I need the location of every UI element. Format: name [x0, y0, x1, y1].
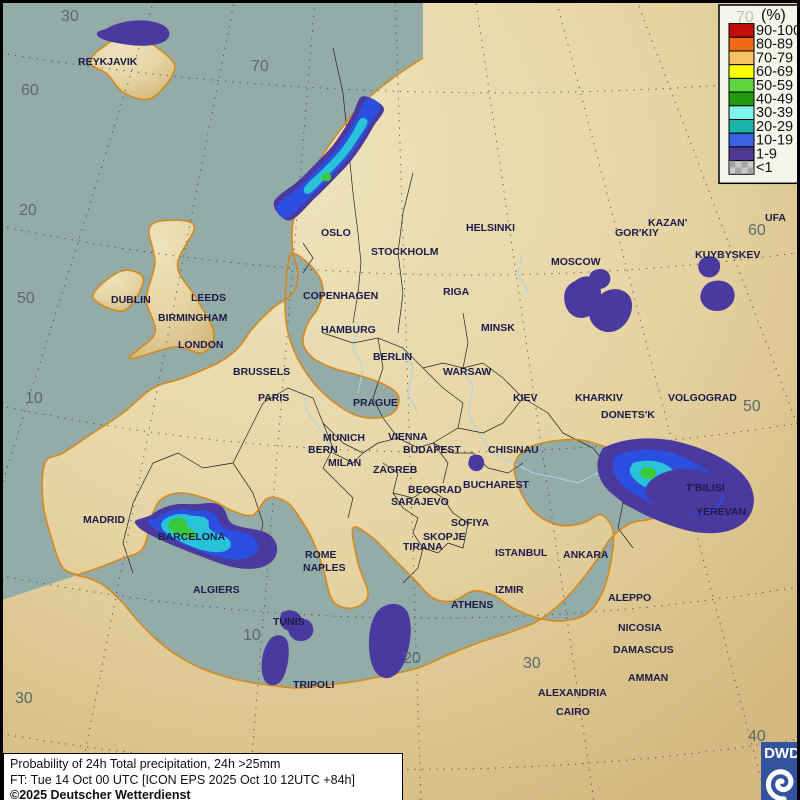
svg-text:PRAGUE: PRAGUE [353, 397, 398, 409]
svg-text:DUBLIN: DUBLIN [111, 294, 151, 306]
svg-text:20: 20 [403, 650, 421, 667]
svg-text:AMMAN: AMMAN [628, 672, 668, 684]
svg-text:60: 60 [748, 222, 766, 239]
svg-text:KHARKIV: KHARKIV [575, 392, 623, 404]
svg-text:T'BILISI: T'BILISI [686, 482, 725, 494]
svg-text:LONDON: LONDON [178, 339, 224, 351]
svg-text:(%): (%) [761, 7, 786, 24]
svg-text:KAZAN': KAZAN' [648, 217, 687, 229]
svg-text:MADRID: MADRID [83, 514, 125, 526]
svg-text:10: 10 [25, 390, 43, 407]
svg-text:UFA: UFA [765, 212, 786, 224]
svg-text:MILAN: MILAN [328, 457, 361, 469]
svg-text:TRIPOLI: TRIPOLI [293, 679, 334, 691]
svg-text:CHISINAU: CHISINAU [488, 444, 539, 456]
svg-text:BUCHAREST: BUCHAREST [463, 479, 530, 491]
svg-text:30: 30 [61, 8, 79, 25]
svg-text:WARSAW: WARSAW [443, 366, 492, 378]
svg-text:NAPLES: NAPLES [303, 562, 346, 574]
svg-text:STOCKHOLM: STOCKHOLM [371, 246, 439, 258]
svg-text:MINSK: MINSK [481, 322, 515, 334]
svg-text:BUDAPEST: BUDAPEST [403, 444, 461, 456]
svg-text:30: 30 [523, 655, 541, 672]
svg-text:60: 60 [21, 82, 39, 99]
svg-text:SARAJEVO: SARAJEVO [391, 496, 449, 508]
svg-text:20: 20 [19, 202, 37, 219]
svg-text:BERLIN: BERLIN [373, 351, 412, 363]
svg-text:HELSINKI: HELSINKI [466, 222, 515, 234]
svg-text:BRUSSELS: BRUSSELS [233, 366, 290, 378]
svg-text:<1: <1 [756, 160, 773, 176]
svg-text:TIRANA: TIRANA [403, 541, 443, 553]
svg-text:ATHENS: ATHENS [451, 599, 493, 611]
svg-text:COPENHAGEN: COPENHAGEN [303, 290, 378, 302]
svg-text:ZAGREB: ZAGREB [373, 464, 418, 476]
svg-text:ANKARA: ANKARA [563, 549, 609, 561]
svg-text:50: 50 [17, 290, 35, 307]
svg-text:BIRMINGHAM: BIRMINGHAM [158, 312, 228, 324]
svg-text:ISTANBUL: ISTANBUL [495, 547, 548, 559]
svg-text:IZMIR: IZMIR [495, 584, 524, 596]
svg-text:DAMASCUS: DAMASCUS [613, 644, 674, 656]
svg-text:REYKJAVIK: REYKJAVIK [78, 56, 138, 68]
svg-text:NICOSIA: NICOSIA [618, 622, 662, 634]
svg-text:RIGA: RIGA [443, 286, 470, 298]
svg-text:LEEDS: LEEDS [191, 292, 226, 304]
svg-text:MUNICH: MUNICH [323, 432, 365, 444]
svg-text:CAIRO: CAIRO [556, 706, 590, 718]
svg-text:ALGIERS: ALGIERS [193, 584, 240, 596]
svg-text:KIEV: KIEV [513, 392, 538, 404]
svg-text:DONETS'K: DONETS'K [601, 409, 655, 421]
svg-text:70: 70 [251, 58, 269, 75]
svg-text:SOFIYA: SOFIYA [451, 517, 490, 529]
svg-text:KUYBYSKEV: KUYBYSKEV [695, 249, 760, 261]
svg-text:50: 50 [743, 398, 761, 415]
svg-text:ALEPPO: ALEPPO [608, 592, 651, 604]
svg-text:YEREVAN: YEREVAN [696, 506, 746, 518]
svg-text:DWD: DWD [764, 745, 800, 762]
svg-text:VOLGOGRAD: VOLGOGRAD [668, 392, 737, 404]
svg-text:VIENNA: VIENNA [388, 431, 428, 443]
svg-text:ROME: ROME [305, 549, 337, 561]
svg-text:HAMBURG: HAMBURG [321, 324, 376, 336]
svg-text:MOSCOW: MOSCOW [551, 256, 601, 268]
svg-text:30: 30 [15, 690, 33, 707]
svg-text:ALEXANDRIA: ALEXANDRIA [538, 687, 607, 699]
svg-text:BERN: BERN [308, 444, 338, 456]
svg-text:TUNIS: TUNIS [273, 616, 305, 628]
svg-text:PARIS: PARIS [258, 392, 289, 404]
svg-text:10: 10 [243, 627, 261, 644]
svg-text:BEOGRAD: BEOGRAD [408, 484, 462, 496]
svg-text:BARCELONA: BARCELONA [158, 531, 225, 543]
svg-text:OSLO: OSLO [321, 227, 351, 239]
